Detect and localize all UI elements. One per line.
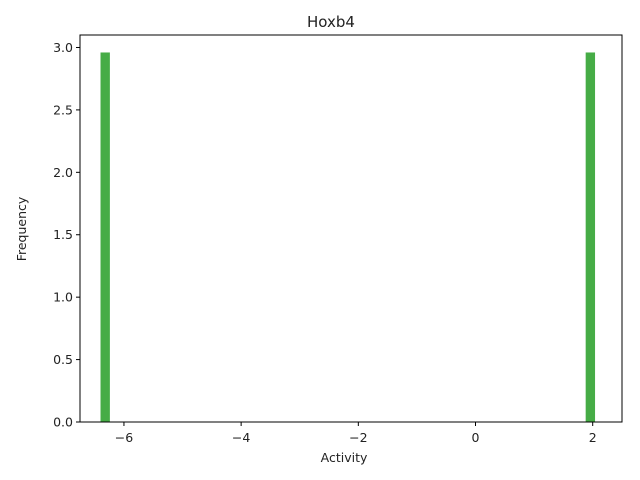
x-axis-label: Activity: [321, 450, 368, 465]
x-tick-label: −2: [349, 430, 367, 445]
x-tick-label: −4: [232, 430, 250, 445]
y-tick-label: 1.5: [53, 227, 73, 242]
histogram-bar-2: [585, 52, 596, 423]
bars-group: [100, 52, 596, 423]
histogram-bar-1: [100, 52, 110, 423]
x-tick-label: −6: [115, 430, 133, 445]
y-tick-label: 2.0: [53, 165, 73, 180]
y-tick-label: 1.0: [53, 290, 73, 305]
chart-title: Hoxb4: [307, 13, 355, 31]
y-tick-label: 2.5: [53, 102, 73, 117]
y-axis-ticks: 0.0 0.5 1.0 1.5 2.0 2.5 3.0: [53, 40, 80, 430]
x-tick-label: 0: [472, 430, 480, 445]
y-tick-label: 3.0: [53, 40, 73, 55]
y-tick-label: 0.5: [53, 352, 73, 367]
y-axis-label: Frequency: [14, 196, 29, 261]
plot-frame: [79, 34, 623, 423]
x-tick-label: 2: [589, 430, 597, 445]
y-tick-label: 0.0: [53, 415, 73, 430]
x-axis-ticks: −6 −4 −2 0 2: [115, 422, 597, 445]
